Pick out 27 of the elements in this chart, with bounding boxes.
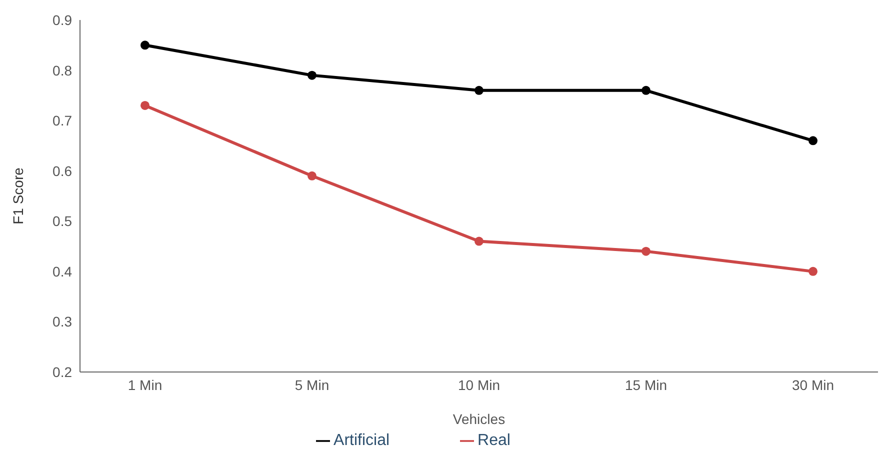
- x-axis-title: Vehicles: [452, 411, 506, 427]
- y-tick-label: 0.6: [52, 162, 72, 179]
- y-tick-label: 0.2: [52, 364, 72, 380]
- x-tick-label: 5 Min: [294, 376, 330, 393]
- y-tick-label: 0.3: [52, 314, 72, 330]
- y-tick-label: 0.8: [52, 62, 72, 78]
- point: [140, 100, 150, 110]
- y-tick-label: 0.4: [52, 263, 72, 280]
- point: [474, 236, 484, 246]
- y-tick-label: 0.5: [52, 213, 72, 230]
- point: [308, 171, 316, 180]
- x-tick-label: 10 Min: [458, 376, 500, 393]
- y-tick-label: 0.7: [52, 112, 72, 129]
- x-tick-label: 30 Min: [792, 376, 834, 393]
- point: [808, 266, 818, 276]
- point: [642, 86, 650, 95]
- point: [140, 40, 150, 50]
- x-tick-label: 15 Min: [624, 376, 668, 393]
- legend-label: Artificial: [334, 432, 390, 449]
- x-tick-label: 1 Min: [128, 376, 162, 393]
- y-tick-label: 0.9: [52, 12, 72, 28]
- point: [642, 246, 650, 256]
- point: [308, 70, 316, 80]
- point: [808, 136, 818, 146]
- legend-label: Real: [478, 432, 510, 449]
- y-axis-title: F1 Score: [10, 167, 26, 224]
- point: [474, 86, 484, 95]
